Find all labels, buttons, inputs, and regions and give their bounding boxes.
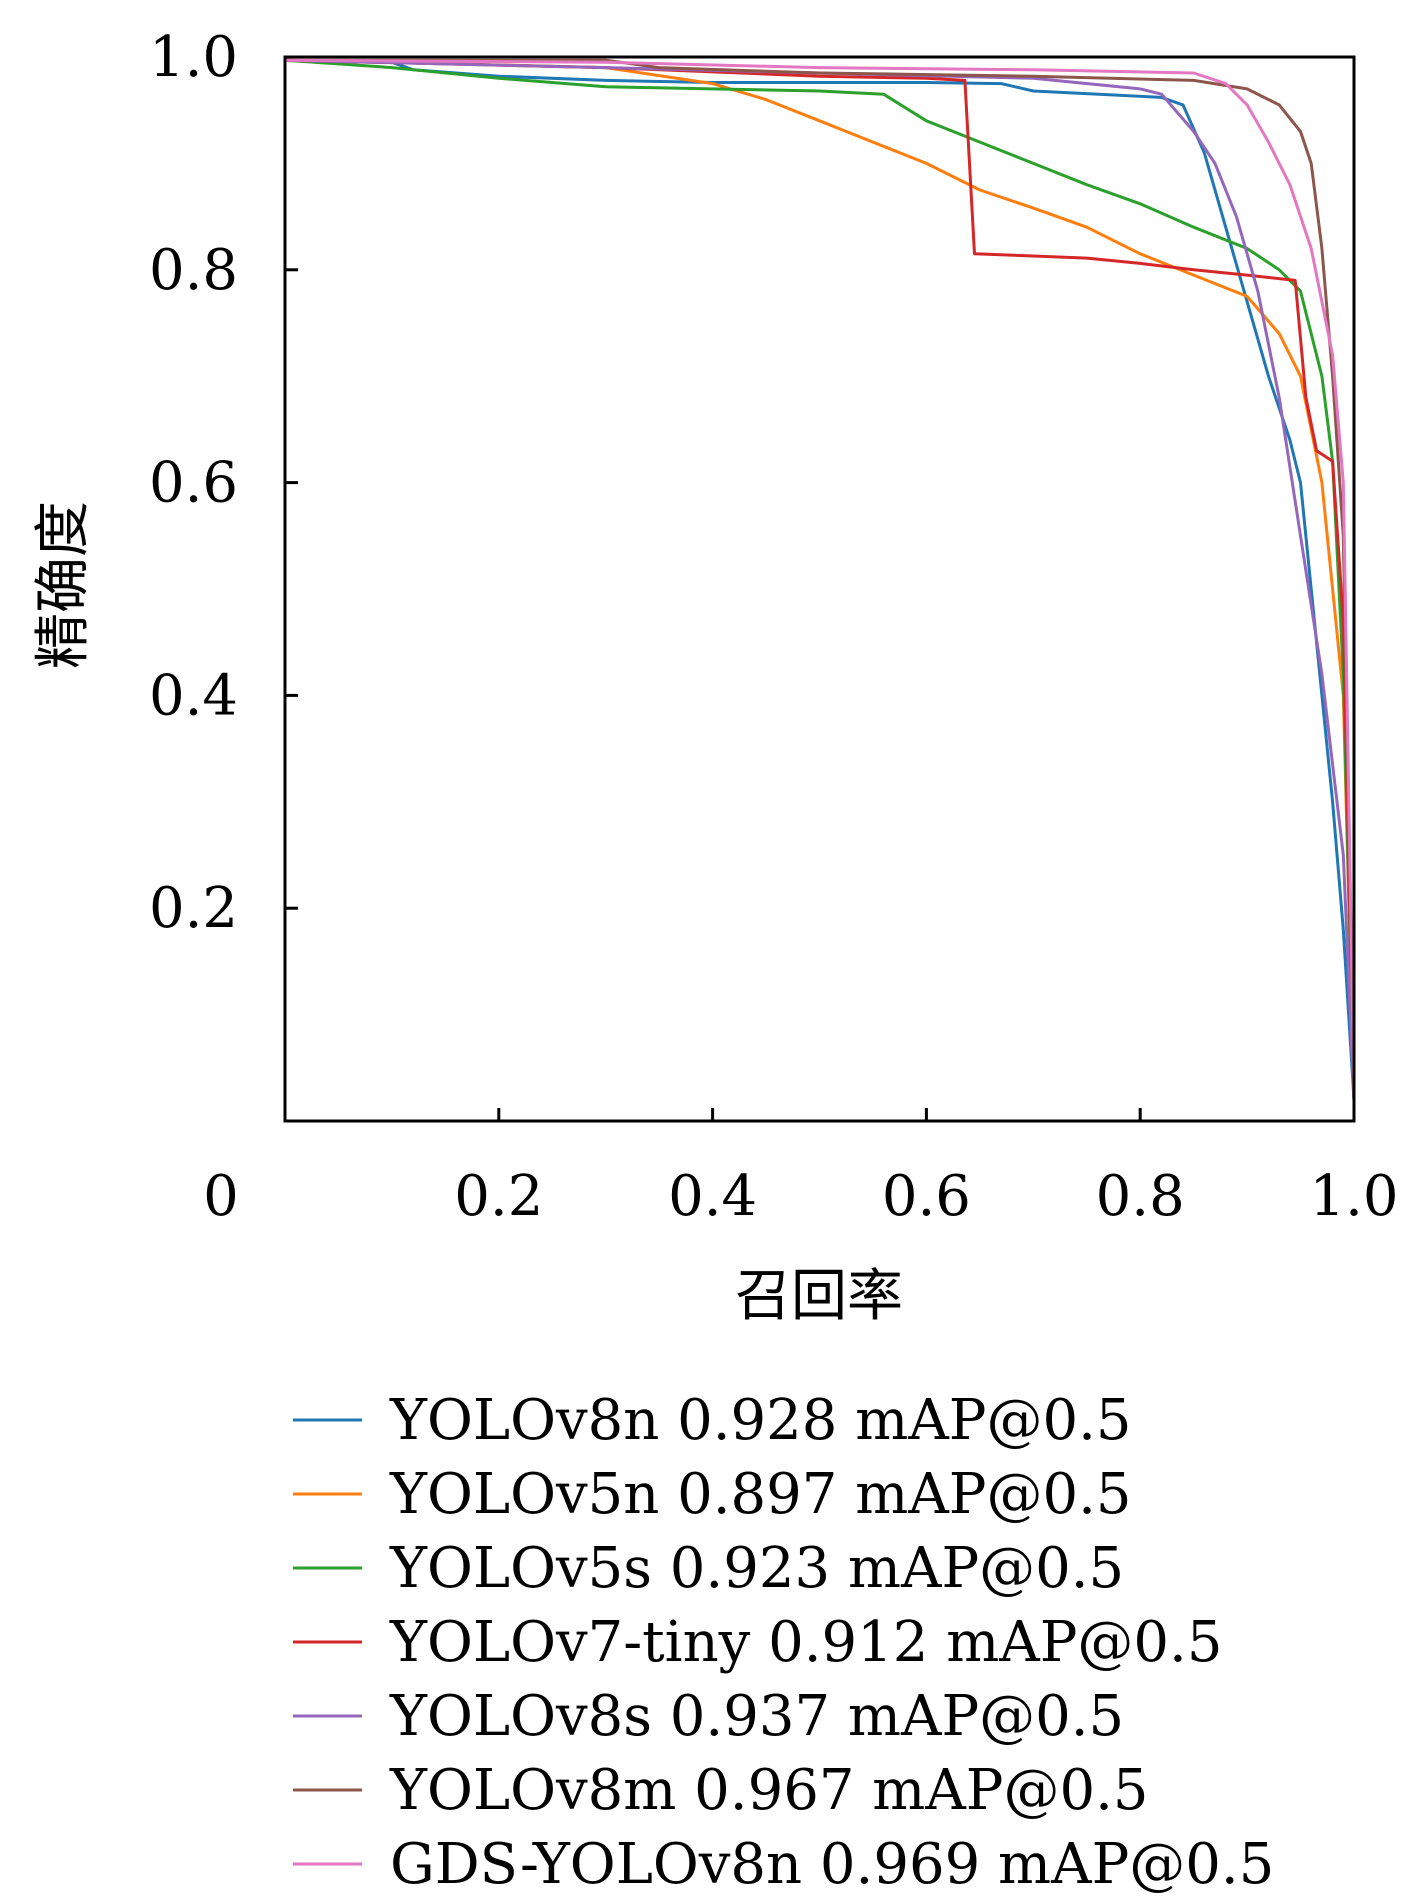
legend-label: YOLOv5s 0.923 mAP@0.5	[389, 1536, 1124, 1601]
axes-layer: 0.2 0.4 0.6 0.8 1.0 0 0.2 0.4 0.6 0.8 1.0 召回率 精确度	[31, 25, 1399, 1329]
series-line-4	[284, 58, 1356, 1100]
legend-item: GDS-YOLOv8n 0.969 mAP@0.5	[293, 1832, 1274, 1897]
legend-item: YOLOv8m 0.967 mAP@0.5	[293, 1758, 1149, 1823]
x-tick-label: 0.8	[1096, 1164, 1185, 1229]
legend-item: YOLOv5s 0.923 mAP@0.5	[293, 1536, 1124, 1601]
x-tick-label: 1.0	[1309, 1164, 1398, 1229]
y-tick-label: 0.6	[149, 451, 238, 516]
legend-item: YOLOv8s 0.937 mAP@0.5	[293, 1684, 1124, 1749]
series-line-7	[284, 58, 1356, 1100]
legend-item: YOLOv5n 0.897 mAP@0.5	[293, 1462, 1132, 1527]
y-tick-label: 0.2	[149, 876, 238, 941]
series-line-5	[284, 58, 1356, 1100]
series-line-1	[284, 58, 1356, 1100]
series-layer	[284, 58, 1356, 1100]
series-line-3	[284, 58, 1356, 1100]
legend-item: YOLOv8n 0.928 mAP@0.5	[293, 1388, 1132, 1453]
y-tick-label: 0.4	[149, 663, 238, 728]
x-origin-label: 0	[203, 1164, 239, 1229]
series-line-2	[284, 58, 1356, 1100]
y-tick-label: 0.8	[149, 238, 238, 303]
legend-label: YOLOv8n 0.928 mAP@0.5	[389, 1388, 1132, 1453]
legend-label: YOLOv5n 0.897 mAP@0.5	[389, 1462, 1132, 1527]
x-tick-label: 0.6	[882, 1164, 971, 1229]
legend-label: YOLOv7-tiny 0.912 mAP@0.5	[389, 1610, 1222, 1675]
legend-label: YOLOv8m 0.967 mAP@0.5	[389, 1758, 1149, 1823]
x-axis-label: 召回率	[735, 1264, 903, 1329]
x-tick-label: 0.2	[454, 1164, 543, 1229]
legend-label: YOLOv8s 0.937 mAP@0.5	[389, 1684, 1124, 1749]
series-line-6	[285, 58, 1356, 1100]
legend: YOLOv8n 0.928 mAP@0.5 YOLOv5n 0.897 mAP@0…	[293, 1388, 1274, 1897]
legend-label: GDS-YOLOv8n 0.969 mAP@0.5	[390, 1832, 1274, 1897]
plot-frame	[283, 55, 1356, 1123]
x-tick-label: 0.4	[668, 1164, 757, 1229]
y-axis-label: 精确度	[31, 501, 96, 669]
legend-item: YOLOv7-tiny 0.912 mAP@0.5	[293, 1610, 1222, 1675]
y-tick-label: 1.0	[149, 25, 238, 90]
